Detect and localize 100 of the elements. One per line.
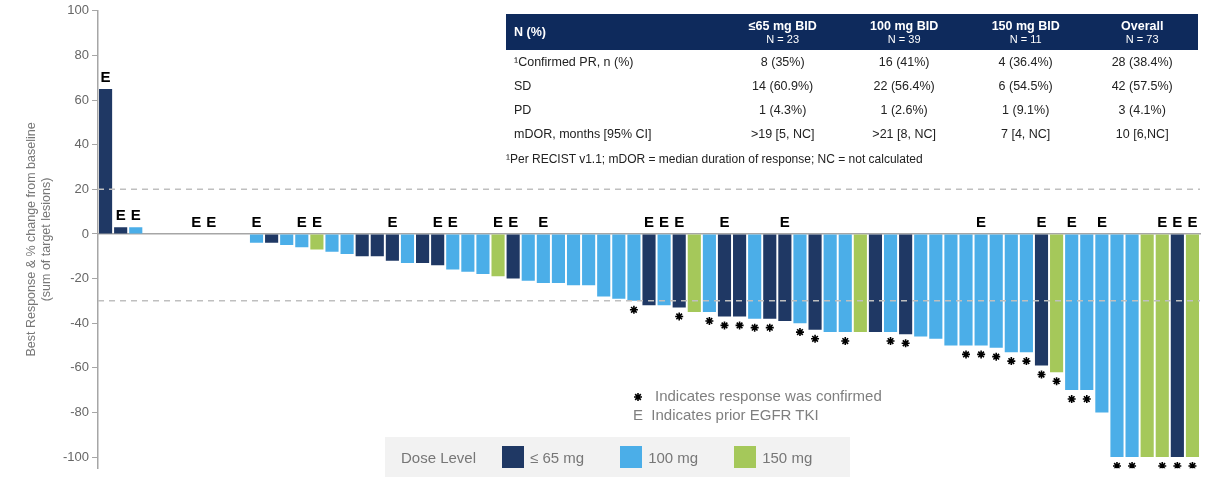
- point: [900, 338, 911, 349]
- data-label: E: [432, 212, 443, 230]
- point: [1006, 356, 1017, 366]
- point: [1112, 461, 1122, 469]
- point: [795, 327, 805, 337]
- bar: [733, 234, 747, 317]
- data-label: E: [1096, 212, 1107, 230]
- point: [1187, 461, 1198, 469]
- y-axis-title: Best Response & % change from baseline (sum of target lesions): [23, 122, 53, 357]
- point: [1036, 369, 1047, 380]
- point: [810, 333, 820, 344]
- point: [1081, 394, 1092, 404]
- bar: [1170, 234, 1184, 458]
- bar: [974, 234, 988, 346]
- text: 6 (54.5%): [998, 79, 1053, 93]
- data-label: E: [1066, 212, 1077, 230]
- data-label: E: [493, 212, 504, 230]
- point: [1157, 461, 1168, 469]
- bar: [325, 234, 339, 252]
- bar: [1050, 234, 1064, 373]
- category-label: SD: [514, 79, 532, 93]
- point: [719, 320, 730, 331]
- bar: [793, 234, 807, 324]
- bar: [506, 234, 520, 279]
- data-label: E: [387, 212, 398, 230]
- point: [674, 311, 684, 322]
- point: [734, 320, 745, 331]
- category-label: ¹Confirmed PR, n (%): [514, 55, 634, 69]
- bar: [491, 234, 505, 277]
- bar: [1080, 234, 1094, 391]
- bar: [929, 234, 943, 339]
- bar: [612, 234, 626, 299]
- annotation: ¹Per RECIST v1.1; mDOR = median duration of response; NC = not calculated: [506, 152, 924, 166]
- bar: [989, 234, 1003, 348]
- point: [991, 351, 1002, 362]
- bar: [582, 234, 596, 286]
- bar: [370, 234, 384, 257]
- data-label: E: [115, 205, 126, 223]
- bar: [310, 234, 324, 250]
- text: 28 (38.4%): [1111, 55, 1173, 69]
- text: 3 (4.1%): [1118, 103, 1166, 117]
- bar: [551, 234, 565, 284]
- bar: [808, 234, 822, 330]
- category-label: Overall N = 73: [1120, 19, 1165, 45]
- bar: [702, 234, 716, 313]
- bar: [1155, 234, 1169, 458]
- legend-label: ≤ 65 mg: [530, 448, 585, 466]
- y-tick-label: -20: [70, 270, 90, 286]
- bar: [385, 234, 399, 261]
- y-tick-label: 60: [74, 91, 90, 107]
- bar: [1004, 234, 1018, 353]
- bar: [536, 234, 550, 284]
- data-label: E: [779, 212, 790, 230]
- bar: [461, 234, 475, 272]
- y-tick-label: -40: [70, 314, 90, 330]
- text: 42 (57.5%): [1111, 79, 1173, 93]
- bar: [249, 234, 264, 243]
- data-label: E: [100, 67, 111, 85]
- data-label: E: [206, 212, 217, 230]
- text: N (%): [506, 14, 722, 50]
- bar: [521, 234, 535, 281]
- bar: [627, 234, 641, 301]
- bar: [853, 234, 867, 333]
- bar: [431, 234, 445, 266]
- point: [840, 336, 851, 346]
- y-tick-label: -100: [62, 448, 90, 464]
- bar: [717, 234, 732, 317]
- bar: [642, 234, 656, 306]
- data-label: E: [1187, 212, 1198, 230]
- category-label: mDOR, months [95% CI]: [514, 127, 652, 141]
- data-label: E: [976, 212, 987, 230]
- data-label: E: [130, 205, 141, 223]
- category-label: ≤65 mg BID N = 23: [747, 19, 818, 45]
- bar: [657, 234, 671, 306]
- category-label: PD: [514, 103, 532, 117]
- text: 8 (35%): [760, 55, 805, 69]
- point: [885, 336, 896, 346]
- text: 22 (56.4%): [873, 79, 935, 93]
- bar: [597, 234, 611, 297]
- point: [1066, 394, 1077, 404]
- bar: [1019, 234, 1033, 353]
- data-label: E: [1036, 212, 1047, 230]
- bar: [1095, 234, 1109, 413]
- bar: [416, 234, 430, 263]
- bar: [114, 227, 128, 234]
- point: [961, 349, 971, 360]
- bar: [340, 234, 354, 254]
- bar: [355, 234, 369, 257]
- bar: [295, 234, 309, 248]
- text: 7 [4, NC]: [1001, 127, 1051, 141]
- category-label: 150 mg BID N = 11: [990, 19, 1061, 45]
- category-label: 100 mg BID N = 39: [869, 19, 940, 45]
- legend-label: 150 mg: [762, 448, 813, 466]
- point: [976, 349, 986, 360]
- data-label: E: [296, 212, 307, 230]
- legend-label: 100 mg: [648, 448, 699, 466]
- data-label: E: [674, 212, 685, 230]
- annotation: E Indicates prior EGFR TKI: [633, 406, 819, 424]
- text: 4 (36.4%): [998, 55, 1053, 69]
- data-label: E: [1172, 212, 1183, 230]
